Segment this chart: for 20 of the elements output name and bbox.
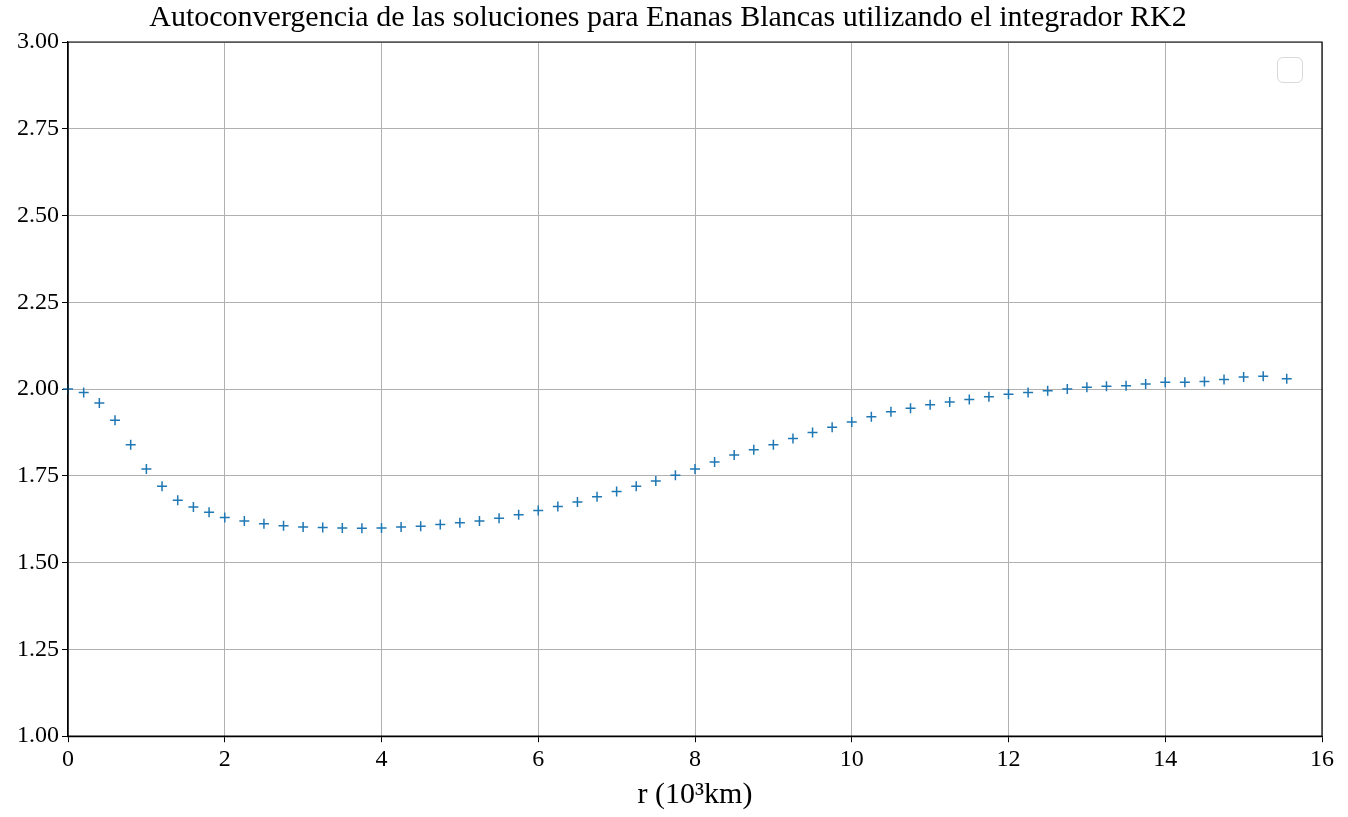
x-tick-label: 0 [62,744,74,771]
x-tick-label: 10 [839,744,864,771]
y-tick-label: 2.50 [17,200,59,227]
x-tick-label: 16 [1310,744,1334,771]
y-tick-label: 1.25 [17,634,59,661]
x-tick-label: 8 [689,744,701,771]
y-tick-label: 1.75 [17,461,59,488]
x-axis-title: r (10³km) [637,775,753,810]
x-tick-label: 4 [375,744,388,771]
y-tick-label: 1.50 [17,547,59,574]
x-tick-label: 12 [996,744,1021,771]
chart-title: Autoconvergencia de las soluciones para Enanas Blancas utilizando el integrador RK2 [149,0,1187,32]
y-tick-label: 1.00 [17,721,59,748]
x-tick-label: 14 [1153,744,1178,771]
y-tick-label: 2.00 [17,374,59,401]
y-tick-label: 3.00 [17,27,59,54]
x-tick-label: 6 [532,744,545,771]
y-tick-label: 2.25 [17,287,59,314]
x-tick-label: 2 [218,744,231,771]
y-tick-label: 2.75 [17,114,59,141]
